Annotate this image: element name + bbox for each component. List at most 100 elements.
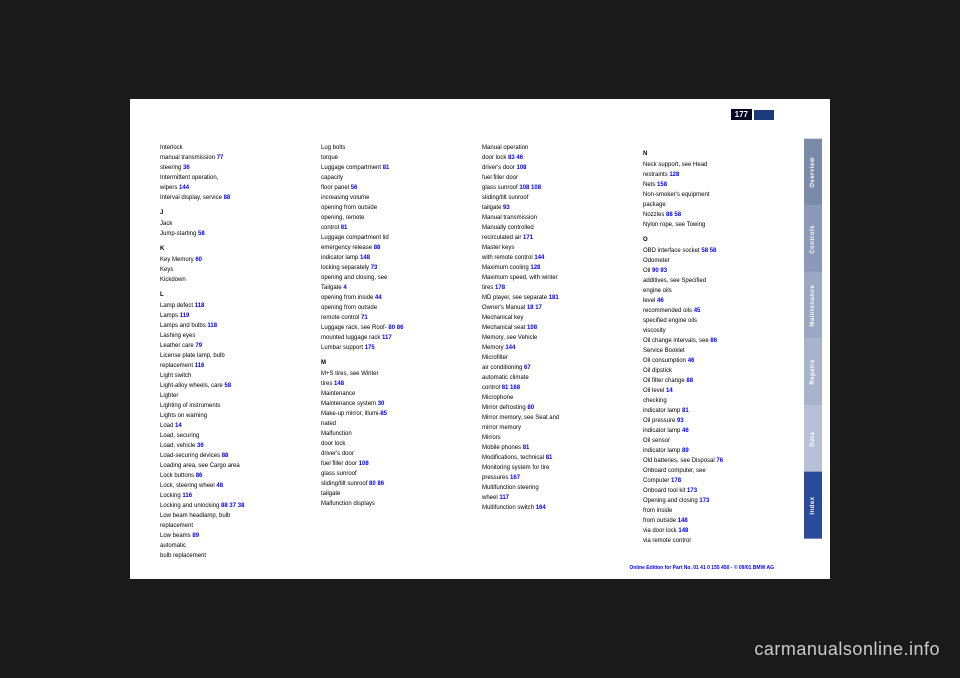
index-entry: opening from outside (321, 204, 472, 213)
index-entry: glass sunroof 108 108 (482, 184, 633, 193)
index-column: Manual operationdoor lock 83 46driver's … (482, 144, 633, 562)
index-entry: package (643, 201, 794, 210)
index-entry: License plate lamp, bulb (160, 352, 311, 361)
index-entry: Oil pressure 93 (643, 417, 794, 426)
index-entry: Key Memory 60 (160, 256, 311, 265)
index-entry: Low beam headlamp, bulb (160, 512, 311, 521)
index-entry: Oil level 14 (643, 387, 794, 396)
index-entry: Load, securing (160, 432, 311, 441)
index-entry: from inside (643, 507, 794, 516)
index-entry: MD player, see separate 181 (482, 294, 633, 303)
index-entry: recirculated air 171 (482, 234, 633, 243)
index-entry: restraints 128 (643, 171, 794, 180)
index-entry: Non-smoker's equipment (643, 191, 794, 200)
index-entry: Interval display, service 88 (160, 194, 311, 203)
index-entry: Jack (160, 220, 311, 229)
index-entry: Monitoring system for tire (482, 464, 633, 473)
index-entry: Luggage rack, see Roof- 80 86 (321, 324, 472, 333)
section-letter: O (643, 236, 794, 245)
index-entry: recommended oils 45 (643, 307, 794, 316)
index-entry: Maintenance (321, 390, 472, 399)
index-entry: Microfilter (482, 354, 633, 363)
index-entry: indicator lamp 81 (643, 407, 794, 416)
index-entry: Manual operation (482, 144, 633, 153)
index-entry: door lock 83 46 (482, 154, 633, 163)
index-entry: viscosity (643, 327, 794, 336)
index-entry: capacity (321, 174, 472, 183)
index-entry: Multifunction steering (482, 484, 633, 493)
index-entry: Oil change intervals, see 86 (643, 337, 794, 346)
index-entry: Odometer (643, 257, 794, 266)
index-entry: checking (643, 397, 794, 406)
index-entry: Lumbar support 175 (321, 344, 472, 353)
index-entry: wipers 144 (160, 184, 311, 193)
index-entry: locking separately 73 (321, 264, 472, 273)
index-entry: Oil consumption 46 (643, 357, 794, 366)
side-tab-controls[interactable]: Controls (804, 206, 822, 273)
index-entry: Interlock (160, 144, 311, 153)
index-entry: Oil filter change 88 (643, 377, 794, 386)
index-entry: Tailgate 4 (321, 284, 472, 293)
index-entry: Multifunction switch 164 (482, 504, 633, 513)
index-entry: Lashing eyes (160, 332, 311, 341)
section-letter: L (160, 291, 311, 300)
index-entry: Make-up mirror, illumi-85 (321, 410, 472, 419)
index-entry: Intermittent operation, (160, 174, 311, 183)
page-content: 177 Interlockmanual transmission 77steer… (130, 99, 804, 579)
index-entry: indicator lamp 148 (321, 254, 472, 263)
index-entry: control 81 168 (482, 384, 633, 393)
index-entry: automatic climate (482, 374, 633, 383)
index-entry: tailgate 93 (482, 204, 633, 213)
index-entry: Oil dipstick (643, 367, 794, 376)
page-number-bar (754, 110, 774, 120)
index-entry: OBD interface socket 58 58 (643, 247, 794, 256)
index-entry: increasing volume (321, 194, 472, 203)
side-tab-data[interactable]: Data (804, 406, 822, 473)
index-entry: automatic (160, 542, 311, 551)
index-entry: Neck support, see Head (643, 161, 794, 170)
index-entry: Mechanical seat 108 (482, 324, 633, 333)
index-entry: air conditioning 67 (482, 364, 633, 373)
index-entry: pressures 167 (482, 474, 633, 483)
index-entry: Maximum speed, with winter (482, 274, 633, 283)
index-entry: Microphone (482, 394, 633, 403)
index-entry: Nylon rope, see Towing (643, 221, 794, 230)
index-entry: Onboard computer, see (643, 467, 794, 476)
page-number-box: 177 (731, 109, 774, 120)
index-entry: Lamps and bulbs 118 (160, 322, 311, 331)
index-entry: driver's door (321, 450, 472, 459)
index-entry: Nozzles 88 58 (643, 211, 794, 220)
index-entry: Leather care 79 (160, 342, 311, 351)
index-column: NNeck support, see Headrestraints 128Net… (643, 144, 794, 562)
index-entry: nated (321, 420, 472, 429)
index-entry: replacement (160, 522, 311, 531)
index-entry: Maximum cooling 128 (482, 264, 633, 273)
index-entry: Mirror memory, see Seat and (482, 414, 633, 423)
index-entry: remote control 71 (321, 314, 472, 323)
index-entry: Master keys (482, 244, 633, 253)
side-tab-repairs[interactable]: Repairs (804, 339, 822, 406)
index-entry: Owner's Manual 18 17 (482, 304, 633, 313)
index-entry: Lighter (160, 392, 311, 401)
index-entry: opening from outside (321, 304, 472, 313)
index-entry: Lock, steering wheel 48 (160, 482, 311, 491)
index-entry: Luggage compartment lid (321, 234, 472, 243)
index-entry: via remote control (643, 537, 794, 546)
index-entry: Lug bolts (321, 144, 472, 153)
index-entry: mirror memory (482, 424, 633, 433)
index-entry: Computer 178 (643, 477, 794, 486)
index-entry: sliding/tilt sunroof (482, 194, 633, 203)
page-number: 177 (731, 109, 752, 120)
side-tab-index[interactable]: Index (804, 472, 822, 539)
index-entry: Onboard tool kit 173 (643, 487, 794, 496)
index-entry: Mirrors (482, 434, 633, 443)
index-entry: driver's door 108 (482, 164, 633, 173)
side-tab-maintenance[interactable]: Maintenance (804, 272, 822, 339)
index-entry: Locking and unlocking 88 37 38 (160, 502, 311, 511)
index-entry: door lock (321, 440, 472, 449)
index-entry: Malfunction (321, 430, 472, 439)
index-entry: Jump-starting 58 (160, 230, 311, 239)
index-entry: Opening and closing 173 (643, 497, 794, 506)
index-entry: sliding/tilt sunroof 80 86 (321, 480, 472, 489)
side-tab-overview[interactable]: Overview (804, 139, 822, 206)
